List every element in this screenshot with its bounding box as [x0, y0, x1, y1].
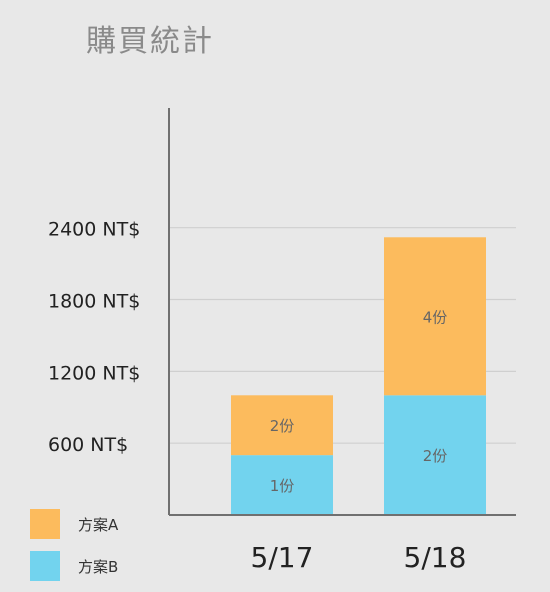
- bar-data-label: 4份: [423, 308, 448, 326]
- bar-segment: [384, 395, 486, 515]
- bar-data-label: 2份: [423, 447, 448, 465]
- bar-segment: [231, 395, 333, 456]
- bar-data-label: 2份: [270, 417, 295, 435]
- y-tick-label: 600 NT$: [48, 434, 128, 456]
- legend-swatch-plan-a: [30, 509, 60, 539]
- legend-label-plan-a: 方案A: [78, 515, 119, 534]
- chart-title: 購買統計: [86, 24, 214, 59]
- y-tick-label: 1200 NT$: [48, 362, 140, 384]
- bar-data-label: 1份: [270, 477, 295, 495]
- legend: 方案A 方案B: [30, 508, 118, 592]
- legend-label-plan-b: 方案B: [78, 557, 119, 576]
- legend-item-plan-b: 方案B: [30, 550, 118, 582]
- y-tick-label: 2400 NT$: [48, 219, 140, 241]
- bar-segment: [231, 455, 333, 515]
- x-tick-label: 5/17: [251, 541, 314, 574]
- x-tick-label: 5/18: [404, 541, 467, 574]
- y-tick-label: 1800 NT$: [48, 291, 140, 313]
- legend-swatch-plan-b: [30, 551, 60, 581]
- bar-segment: [384, 237, 486, 396]
- legend-item-plan-a: 方案A: [30, 508, 118, 540]
